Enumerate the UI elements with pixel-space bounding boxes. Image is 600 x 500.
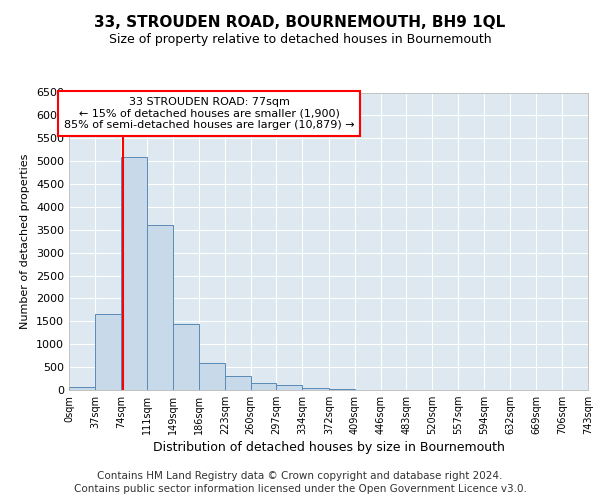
Y-axis label: Number of detached properties: Number of detached properties [20,154,31,329]
Bar [173,324,199,390]
Bar [121,156,146,390]
Bar [225,376,251,390]
Text: Contains HM Land Registry data © Crown copyright and database right 2024.: Contains HM Land Registry data © Crown c… [97,471,503,481]
Bar [95,314,121,390]
Bar [302,388,329,390]
Text: Size of property relative to detached houses in Bournemouth: Size of property relative to detached ho… [109,34,491,46]
Bar [199,362,225,390]
Bar [277,386,302,390]
Text: Contains public sector information licensed under the Open Government Licence v3: Contains public sector information licen… [74,484,526,494]
Bar [251,382,277,390]
Bar [146,225,173,390]
X-axis label: Distribution of detached houses by size in Bournemouth: Distribution of detached houses by size … [152,442,505,454]
Text: 33, STROUDEN ROAD, BOURNEMOUTH, BH9 1QL: 33, STROUDEN ROAD, BOURNEMOUTH, BH9 1QL [94,15,506,30]
Text: 33 STROUDEN ROAD: 77sqm
← 15% of detached houses are smaller (1,900)
85% of semi: 33 STROUDEN ROAD: 77sqm ← 15% of detache… [64,97,355,130]
Bar [329,389,355,390]
Bar [69,388,95,390]
